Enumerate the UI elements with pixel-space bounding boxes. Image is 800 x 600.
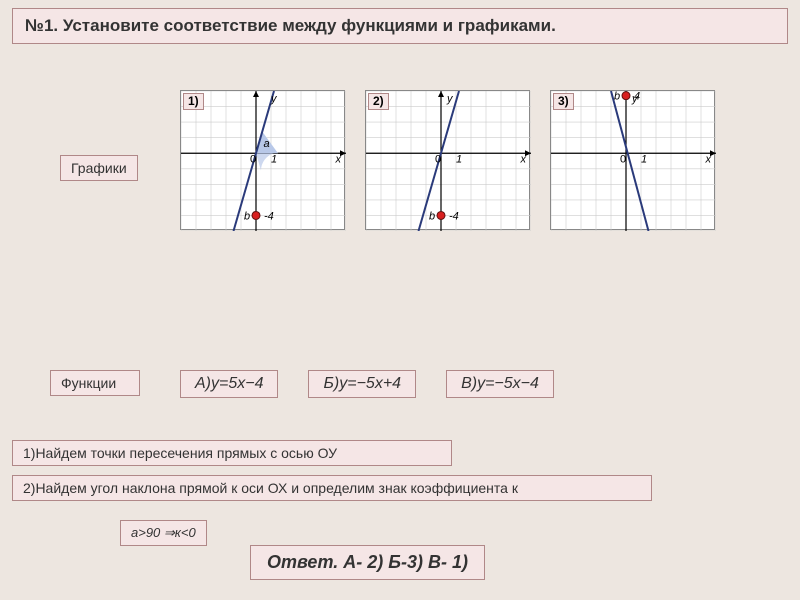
svg-text:-4: -4 — [449, 210, 459, 222]
svg-text:а: а — [264, 138, 270, 150]
graph-1-svg: -4 b у х 0 1а — [181, 91, 346, 231]
svg-text:1: 1 — [271, 154, 277, 166]
svg-text:у: у — [270, 93, 278, 105]
svg-text:х: х — [335, 154, 342, 166]
graph-1-label: 1) — [183, 93, 204, 110]
step-2: 2)Найдем угол наклона прямой к оси ОХ и … — [12, 475, 652, 501]
task-title: №1. Установите соответствие между функци… — [12, 8, 788, 44]
graph-3-label: 3) — [553, 93, 574, 110]
svg-text:0: 0 — [435, 154, 441, 166]
func-a: А)у=5х−4 — [180, 370, 278, 398]
svg-text:0: 0 — [620, 154, 626, 166]
graph-3: 3) 4bух01 — [550, 90, 715, 230]
svg-text:b: b — [429, 210, 435, 222]
graph-3-svg: 4bух01 — [551, 91, 716, 231]
svg-text:b: b — [614, 91, 620, 103]
svg-text:х: х — [520, 154, 527, 166]
functions-row: А)у=5х−4 Б)у=−5х+4 В)у=−5х−4 — [180, 370, 554, 398]
graphs-label: Графики — [60, 155, 138, 181]
svg-text:у: у — [446, 93, 454, 105]
graph-2-label: 2) — [368, 93, 389, 110]
svg-text:0: 0 — [250, 154, 256, 166]
svg-text:1: 1 — [456, 154, 462, 166]
svg-text:b: b — [244, 210, 250, 222]
functions-label: Функции — [50, 370, 140, 396]
svg-text:-4: -4 — [264, 210, 274, 222]
graph-2-svg: -4 b у х 0 1 — [366, 91, 531, 231]
graph-2: 2) -4 b у х 0 1 — [365, 90, 530, 230]
svg-text:х: х — [705, 154, 712, 166]
answer: Ответ. А- 2) Б-3) В- 1) — [250, 545, 485, 580]
svg-text:1: 1 — [641, 154, 647, 166]
step-1: 1)Найдем точки пересечения прямых с осью… — [12, 440, 452, 466]
func-b: Б)у=−5х+4 — [308, 370, 416, 398]
graphs-row: 1) -4bух01а 2) -4bух01 3) 4bух01 — [180, 90, 715, 230]
small-formula: а>90 ⇒к<0 — [120, 520, 207, 546]
func-c: В)у=−5х−4 — [446, 370, 554, 398]
graph-1: 1) -4 b у х 0 1а — [180, 90, 345, 230]
